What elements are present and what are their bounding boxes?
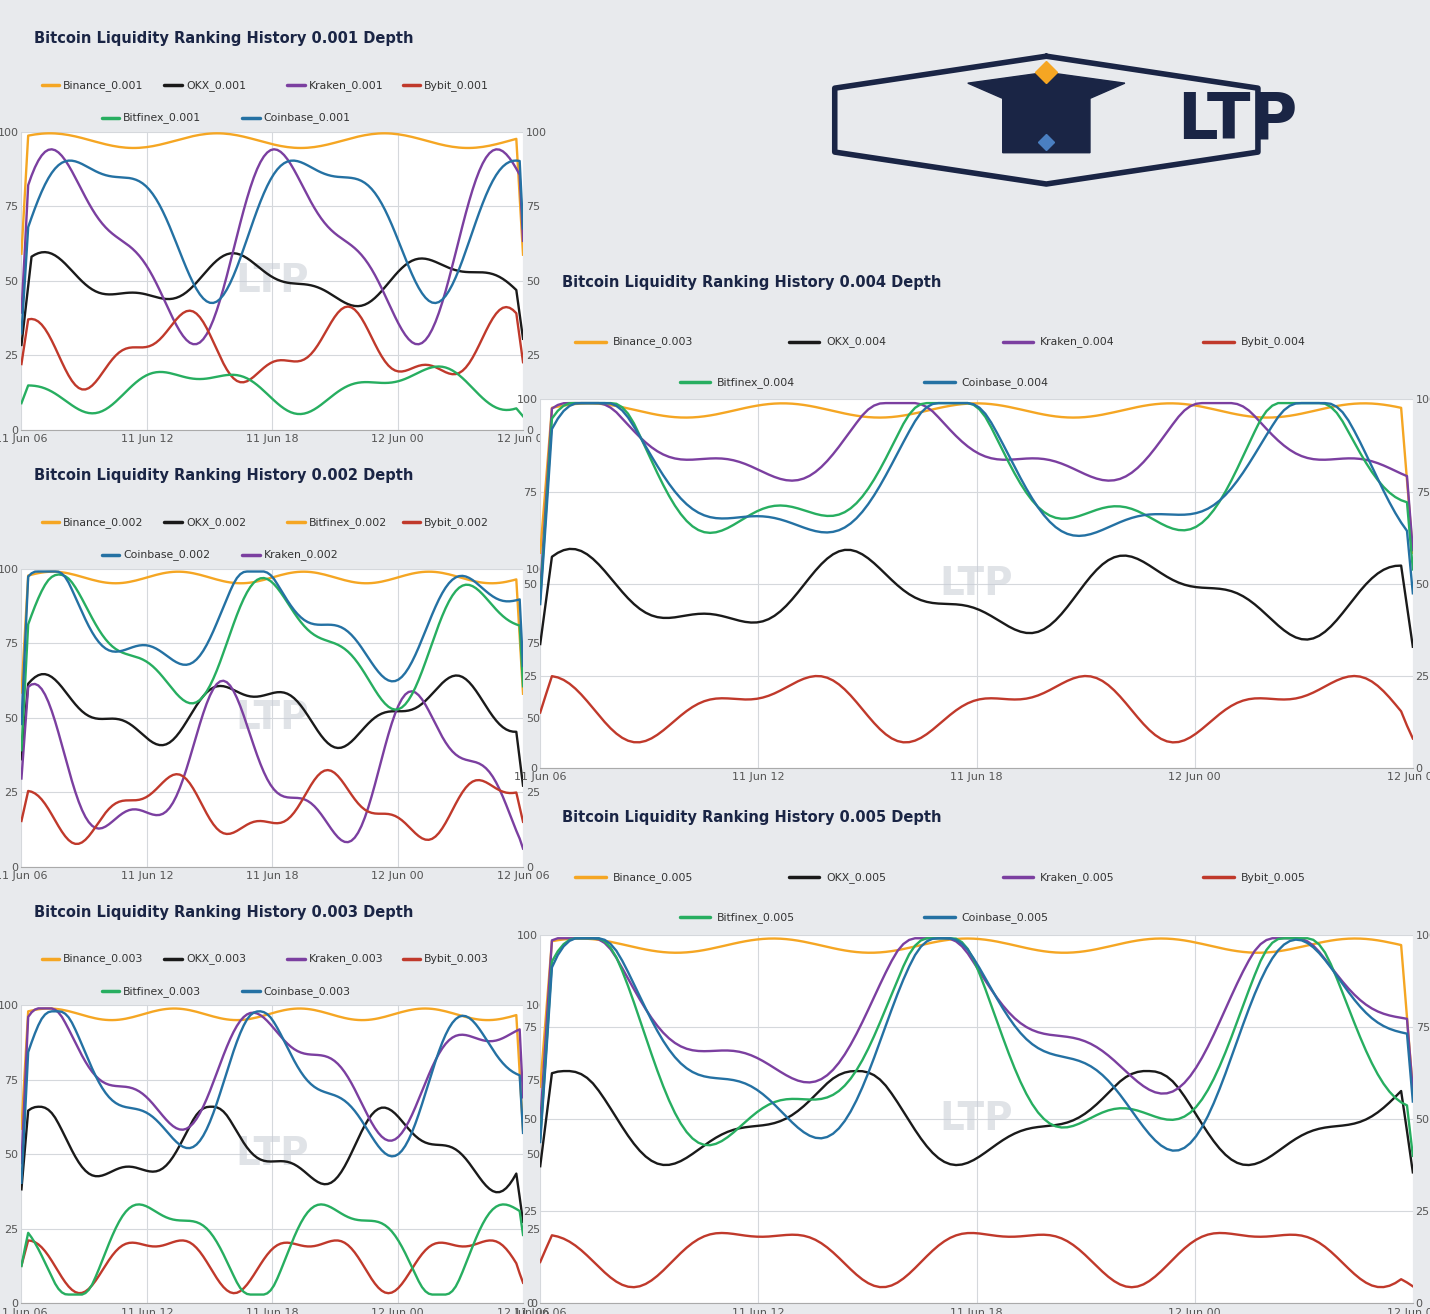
- Text: LTP: LTP: [940, 565, 1014, 603]
- Polygon shape: [968, 72, 1125, 152]
- Text: Bitcoin Liquidity Ranking History 0.004 Depth: Bitcoin Liquidity Ranking History 0.004 …: [562, 275, 941, 289]
- Text: Kraken_0.004: Kraken_0.004: [1040, 336, 1115, 347]
- Text: Bitfinex_0.005: Bitfinex_0.005: [718, 912, 795, 922]
- Text: Kraken_0.001: Kraken_0.001: [309, 80, 383, 91]
- Text: Bybit_0.001: Bybit_0.001: [425, 80, 489, 91]
- Text: Bitfinex_0.002: Bitfinex_0.002: [309, 516, 388, 528]
- Text: Bybit_0.002: Bybit_0.002: [425, 516, 489, 528]
- Text: Bitcoin Liquidity Ranking History 0.002 Depth: Bitcoin Liquidity Ranking History 0.002 …: [34, 468, 413, 482]
- Text: LTP: LTP: [236, 699, 309, 737]
- Text: Bitfinex_0.003: Bitfinex_0.003: [123, 986, 202, 997]
- Text: Bybit_0.004: Bybit_0.004: [1241, 336, 1306, 347]
- Text: LTP: LTP: [1177, 89, 1297, 151]
- Text: LTP: LTP: [236, 1135, 309, 1173]
- Text: OKX_0.001: OKX_0.001: [186, 80, 246, 91]
- Text: Coinbase_0.001: Coinbase_0.001: [263, 112, 350, 124]
- Text: Kraken_0.002: Kraken_0.002: [263, 549, 339, 560]
- Text: Bybit_0.005: Bybit_0.005: [1241, 871, 1306, 883]
- Text: OKX_0.003: OKX_0.003: [186, 954, 246, 964]
- Text: Bitcoin Liquidity Ranking History 0.003 Depth: Bitcoin Liquidity Ranking History 0.003 …: [34, 904, 413, 920]
- Text: Coinbase_0.005: Coinbase_0.005: [962, 912, 1048, 922]
- Text: LTP: LTP: [236, 261, 309, 300]
- Text: Coinbase_0.002: Coinbase_0.002: [123, 549, 210, 560]
- Text: Binance_0.002: Binance_0.002: [63, 516, 143, 528]
- Text: OKX_0.004: OKX_0.004: [827, 336, 887, 347]
- Text: Bitcoin Liquidity Ranking History 0.001 Depth: Bitcoin Liquidity Ranking History 0.001 …: [34, 30, 413, 46]
- Text: Coinbase_0.003: Coinbase_0.003: [263, 986, 350, 997]
- Text: OKX_0.005: OKX_0.005: [827, 871, 887, 883]
- Text: LTP: LTP: [940, 1100, 1014, 1138]
- Text: Bitfinex_0.004: Bitfinex_0.004: [718, 377, 795, 388]
- Text: Binance_0.003: Binance_0.003: [612, 336, 694, 347]
- Text: OKX_0.002: OKX_0.002: [186, 516, 246, 528]
- Text: Bybit_0.003: Bybit_0.003: [425, 954, 489, 964]
- Text: Binance_0.003: Binance_0.003: [63, 954, 143, 964]
- Text: Kraken_0.005: Kraken_0.005: [1040, 871, 1115, 883]
- Text: Binance_0.005: Binance_0.005: [612, 871, 694, 883]
- Text: Kraken_0.003: Kraken_0.003: [309, 954, 383, 964]
- Text: Bitcoin Liquidity Ranking History 0.005 Depth: Bitcoin Liquidity Ranking History 0.005 …: [562, 809, 941, 825]
- Text: Binance_0.001: Binance_0.001: [63, 80, 143, 91]
- Text: Bitfinex_0.001: Bitfinex_0.001: [123, 112, 202, 124]
- Text: Coinbase_0.004: Coinbase_0.004: [962, 377, 1048, 388]
